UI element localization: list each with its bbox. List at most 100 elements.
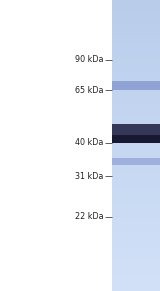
Bar: [112, 133, 160, 137]
Bar: [112, 212, 160, 215]
Bar: [112, 174, 160, 178]
Bar: [112, 93, 160, 96]
Bar: [112, 162, 160, 166]
Bar: [112, 247, 160, 250]
Bar: [112, 20, 160, 23]
Bar: [112, 58, 160, 61]
Bar: [112, 232, 160, 236]
Bar: [112, 288, 160, 291]
Bar: [112, 78, 160, 81]
Bar: [112, 270, 160, 274]
Bar: [112, 151, 160, 154]
Bar: [112, 177, 160, 180]
Bar: [112, 125, 160, 128]
Bar: [112, 183, 160, 186]
Bar: [112, 165, 160, 169]
Bar: [112, 191, 160, 195]
Bar: [112, 282, 160, 285]
Bar: [112, 218, 160, 221]
Bar: [112, 43, 160, 47]
Bar: [112, 135, 160, 143]
Bar: [112, 5, 160, 9]
Bar: [112, 276, 160, 279]
Bar: [112, 145, 160, 148]
Bar: [112, 52, 160, 55]
Bar: [112, 95, 160, 99]
Bar: [112, 223, 160, 227]
Text: 31 kDa: 31 kDa: [75, 172, 103, 180]
Bar: [112, 107, 160, 111]
Bar: [112, 238, 160, 242]
Bar: [112, 81, 160, 90]
Bar: [112, 104, 160, 108]
Bar: [112, 26, 160, 29]
Bar: [112, 34, 160, 38]
Bar: [112, 148, 160, 151]
Bar: [112, 203, 160, 207]
Bar: [112, 279, 160, 282]
Bar: [112, 63, 160, 67]
Bar: [112, 264, 160, 268]
Bar: [112, 154, 160, 157]
Bar: [112, 159, 160, 163]
Bar: [112, 127, 160, 131]
Bar: [112, 255, 160, 259]
Bar: [112, 285, 160, 288]
Bar: [112, 186, 160, 189]
Bar: [112, 2, 160, 6]
Bar: [112, 116, 160, 119]
Bar: [112, 23, 160, 26]
Bar: [112, 142, 160, 146]
Bar: [112, 229, 160, 233]
Bar: [112, 180, 160, 183]
Bar: [112, 90, 160, 93]
Bar: [112, 81, 160, 84]
Bar: [112, 66, 160, 70]
Text: 40 kDa: 40 kDa: [75, 138, 103, 147]
Bar: [112, 49, 160, 52]
Bar: [112, 241, 160, 244]
Text: 65 kDa: 65 kDa: [75, 86, 103, 95]
Bar: [112, 253, 160, 256]
Bar: [112, 119, 160, 122]
Bar: [112, 122, 160, 125]
Bar: [112, 31, 160, 35]
Text: 90 kDa: 90 kDa: [75, 55, 103, 64]
Bar: [112, 8, 160, 12]
Bar: [112, 110, 160, 113]
Bar: [112, 194, 160, 198]
Bar: [112, 158, 160, 165]
Bar: [112, 130, 160, 134]
Bar: [112, 171, 160, 175]
Bar: [112, 168, 160, 172]
Bar: [112, 273, 160, 276]
Bar: [112, 157, 160, 160]
Bar: [112, 84, 160, 87]
Bar: [112, 209, 160, 212]
Bar: [112, 69, 160, 73]
Bar: [112, 197, 160, 201]
Bar: [112, 113, 160, 116]
Bar: [112, 0, 160, 3]
Bar: [112, 139, 160, 143]
Text: 22 kDa: 22 kDa: [75, 212, 103, 221]
Bar: [112, 101, 160, 105]
Bar: [112, 235, 160, 239]
Bar: [112, 17, 160, 20]
Bar: [112, 72, 160, 76]
Bar: [112, 206, 160, 210]
Bar: [112, 55, 160, 58]
Bar: [112, 261, 160, 265]
Bar: [112, 75, 160, 79]
Bar: [112, 250, 160, 253]
Bar: [112, 226, 160, 230]
Bar: [112, 37, 160, 41]
Bar: [112, 244, 160, 247]
Bar: [112, 61, 160, 64]
Bar: [112, 14, 160, 17]
Bar: [112, 125, 160, 134]
Bar: [112, 215, 160, 218]
Bar: [112, 87, 160, 90]
Bar: [112, 29, 160, 32]
Bar: [112, 46, 160, 49]
